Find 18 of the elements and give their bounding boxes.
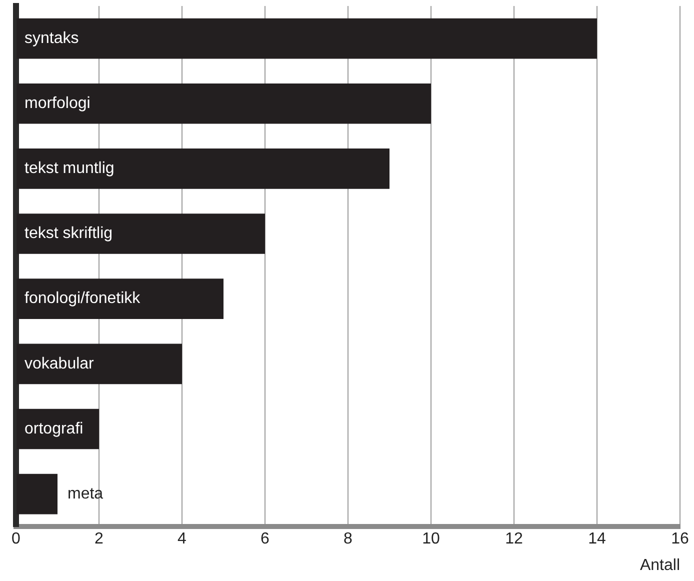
x-tick-label: 0 (12, 530, 21, 548)
x-axis-title: Antall (640, 556, 680, 574)
y-tick-label: fonologi/fonetikk (24, 290, 142, 308)
y-tick-label: meta (68, 485, 104, 502)
x-tick-label: 16 (671, 530, 689, 548)
x-tick-label: 10 (422, 530, 440, 548)
x-tick-label: 12 (505, 530, 523, 548)
y-tick-label: tekst skriftlig (24, 225, 113, 242)
x-tick-label: 8 (344, 530, 353, 548)
x-tick-label: 6 (260, 530, 270, 548)
x-tick-label: 4 (178, 530, 187, 548)
y-tick-label: ortografi (24, 420, 84, 438)
y-tick-label: morfologi (24, 95, 90, 112)
x-tick-label: 14 (588, 530, 606, 548)
y-tick-label: tekst muntlig (24, 160, 114, 178)
x-tick-label: 2 (94, 530, 104, 548)
y-tick-label: vokabular (24, 355, 95, 372)
y-tick-label: syntaks (24, 30, 79, 47)
